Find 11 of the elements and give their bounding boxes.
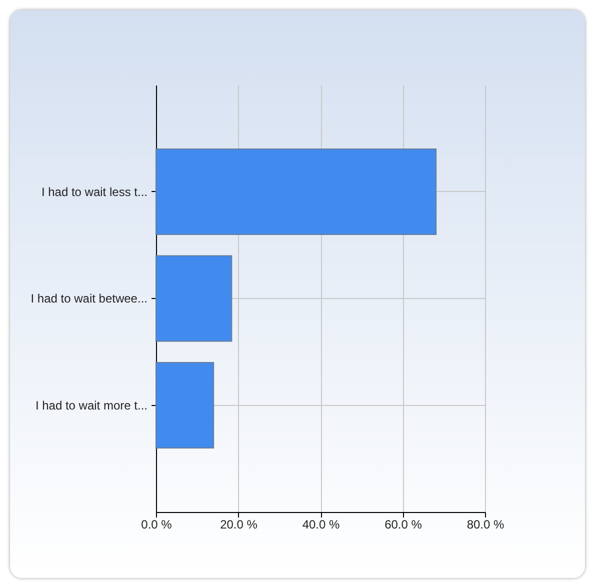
x-tick-label: 80.0 % [466, 518, 505, 532]
bar [156, 255, 232, 342]
y-tick-label: I had to wait less t... [41, 184, 148, 199]
x-tick-label: 40.0 % [302, 518, 340, 532]
x-tick-label: 60.0 % [384, 518, 422, 532]
bar [156, 362, 214, 448]
y-tick-label: I had to wait betwee... [30, 292, 148, 306]
bar [156, 148, 437, 235]
x-tick-label: 20.0 % [220, 518, 258, 532]
x-tick-label: 0.0 % [141, 518, 172, 532]
y-tick-label: I had to wait more t... [35, 398, 148, 412]
